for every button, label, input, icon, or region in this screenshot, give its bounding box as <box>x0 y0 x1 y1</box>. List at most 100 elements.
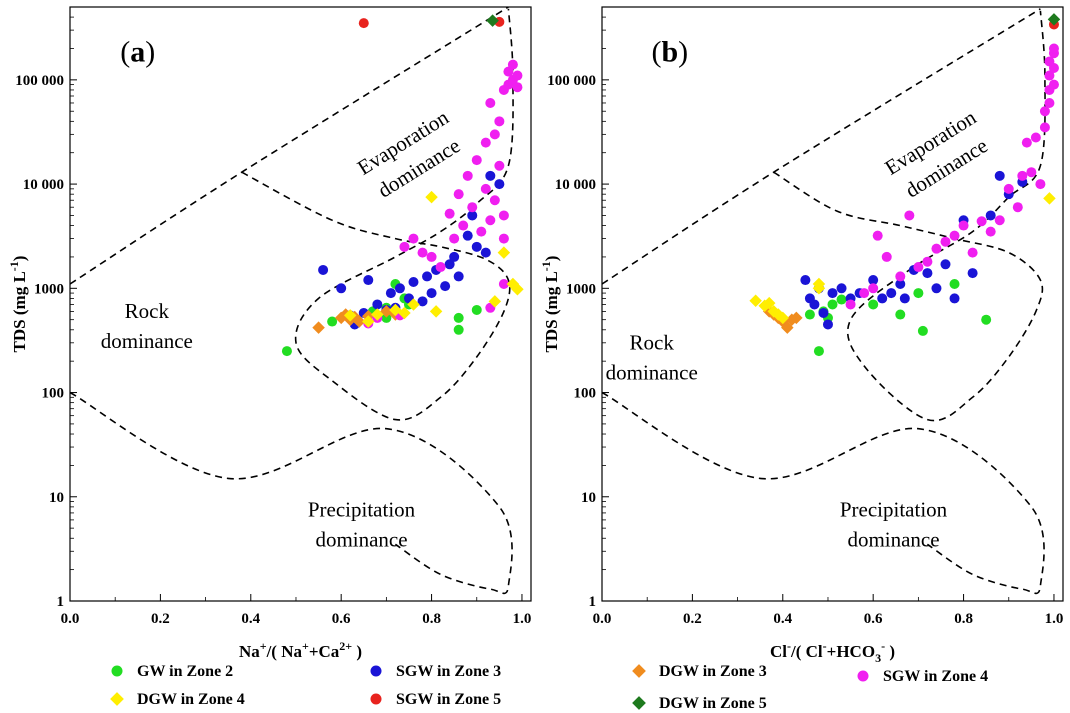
point-sgw_zone3 <box>827 288 838 299</box>
panel-label-paren: ( <box>120 35 130 68</box>
point-sgw_zone4 <box>931 243 942 254</box>
gibbs-boundary-1 <box>601 8 1041 285</box>
legend-label-dgw_zone5: DGW in Zone 5 <box>659 695 767 712</box>
point-dgw_zone4 <box>1043 192 1056 205</box>
point-sgw_zone4 <box>476 226 487 237</box>
x-tick-label: 0.0 <box>593 611 612 627</box>
x-tick-label: 0.2 <box>683 611 702 627</box>
y-tick-label: 10 000 <box>555 177 596 193</box>
point-sgw_zone3 <box>868 275 879 286</box>
region-label: Precipitation dominance <box>308 497 416 551</box>
point-sgw_zone4 <box>1048 62 1059 73</box>
region-label-line: Precipitation <box>840 497 948 521</box>
point-sgw_zone3 <box>372 299 383 310</box>
point-dgw_zone4 <box>371 308 384 321</box>
y-tick-label: 100 000 <box>15 73 64 89</box>
x-title-sub: 3 <box>875 651 881 665</box>
region-label: Rock dominance <box>606 330 698 384</box>
point-sgw_zone4 <box>922 256 933 267</box>
point-dgw_zone3 <box>790 311 803 325</box>
point-sgw_zone3 <box>370 665 382 677</box>
region-label: Precipitation dominance <box>840 497 948 551</box>
x-tick-label: 0.2 <box>151 611 170 627</box>
gibbs-boundary-1 <box>69 6 509 285</box>
point-sgw_zone4 <box>1003 183 1014 194</box>
point-sgw_zone5 <box>358 18 369 29</box>
legend-label-dgw_zone3: DGW in Zone 3 <box>659 663 767 680</box>
point-sgw_zone3 <box>422 271 433 282</box>
y-title-sup: -1 <box>7 261 21 271</box>
point-sgw_zone3 <box>822 319 833 330</box>
point-sgw_zone4 <box>462 170 473 181</box>
point-gw_zone2 <box>913 288 924 299</box>
point-sgw_zone4 <box>498 210 509 221</box>
point-sgw_zone4 <box>494 160 505 171</box>
point-sgw_zone3 <box>886 288 897 299</box>
point-sgw_zone3 <box>940 259 951 270</box>
gibbs-boundary-2 <box>69 391 513 595</box>
y-title-sup: -1 <box>539 261 553 271</box>
point-sgw_zone4 <box>1048 79 1059 90</box>
x-title-part: ) <box>352 642 362 661</box>
x-tick-label: 0.6 <box>332 611 351 627</box>
point-dgw_zone4 <box>362 315 375 328</box>
point-dgw_zone3 <box>632 664 646 678</box>
point-sgw_zone4 <box>480 137 491 148</box>
point-sgw_zone3 <box>967 268 978 279</box>
legend-label-sgw_zone4: SGW in Zone 4 <box>883 668 988 685</box>
point-sgw_zone4 <box>449 233 460 244</box>
point-sgw_zone3 <box>922 268 933 279</box>
point-dgw_zone5 <box>632 696 646 710</box>
legend-label-sgw_zone5: SGW in Zone 5 <box>396 691 501 708</box>
point-sgw_zone3 <box>426 288 437 299</box>
x-title-sup: + <box>302 639 309 653</box>
point-gw_zone2 <box>453 312 464 323</box>
y-tick-label: 1000 <box>34 281 64 297</box>
point-gw_zone2 <box>804 309 815 320</box>
y-title-part: ) <box>10 256 29 262</box>
point-sgw_zone4 <box>967 247 978 258</box>
point-sgw_zone4 <box>895 271 906 282</box>
point-gw_zone2 <box>453 324 464 335</box>
x-title-part: Cl <box>770 642 787 661</box>
point-dgw_zone4 <box>425 190 438 204</box>
point-sgw_zone4 <box>940 236 951 247</box>
point-sgw_zone4 <box>958 220 969 231</box>
x-title-sup: - <box>823 639 827 653</box>
point-sgw_zone4 <box>1012 202 1023 213</box>
point-gw_zone2 <box>827 299 838 310</box>
point-sgw_zone4 <box>480 183 491 194</box>
point-sgw_zone4 <box>872 230 883 241</box>
point-dgw_zone4 <box>488 295 502 308</box>
point-dgw_zone4 <box>110 692 124 706</box>
y-title-part: TDS (mg L <box>10 271 29 352</box>
point-sgw_zone4 <box>1026 167 1037 178</box>
point-gw_zone2 <box>381 312 392 323</box>
region-label: Evaporationdominance <box>353 105 469 205</box>
x-axis-title: Na+/( Na++Ca2+ ) <box>239 639 362 661</box>
region-label: Evaporationdominance <box>881 105 997 205</box>
point-dgw_zone4 <box>497 246 511 259</box>
x-tick-label: 0.6 <box>864 611 883 627</box>
x-tick-label: 0.8 <box>954 611 973 627</box>
point-sgw_zone3 <box>809 299 820 310</box>
point-gw_zone2 <box>868 299 879 310</box>
legend-label-sgw_zone3: SGW in Zone 3 <box>396 663 501 680</box>
y-tick-label: 1 <box>57 594 65 610</box>
point-dgw_zone5 <box>1047 13 1061 26</box>
point-sgw_zone4 <box>399 241 410 252</box>
point-sgw_zone4 <box>845 299 856 310</box>
point-sgw_zone3 <box>363 275 374 286</box>
point-dgw_zone4 <box>762 296 776 310</box>
point-sgw_zone4 <box>1039 106 1050 117</box>
legend: GW in Zone 2 SGW in Zone 3 DGW in Zone 3 SG… <box>110 663 988 712</box>
point-sgw_zone4 <box>949 230 960 241</box>
point-dgw_zone4 <box>776 311 790 325</box>
point-sgw_zone4 <box>489 129 500 140</box>
point-sgw_zone4 <box>859 288 870 299</box>
point-dgw_zone4 <box>407 298 420 311</box>
point-sgw_zone4 <box>985 226 996 237</box>
region-label-line: dominance <box>101 329 193 353</box>
point-sgw_zone4 <box>857 670 869 682</box>
point-sgw_zone3 <box>385 288 396 299</box>
